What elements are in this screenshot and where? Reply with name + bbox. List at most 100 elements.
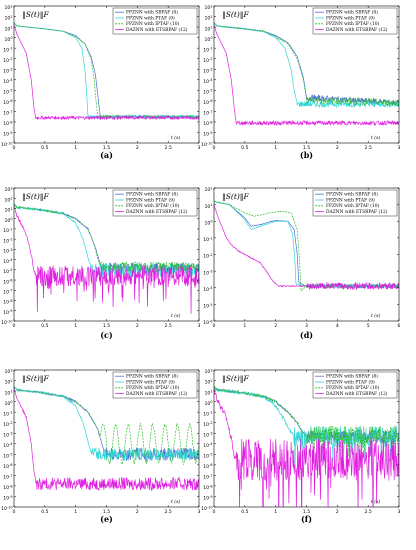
series-line-iptaf: [14, 386, 199, 465]
y-tick-label: 10-8: [203, 120, 212, 127]
legend-entry: FPZNN with PTAF (9): [126, 198, 175, 203]
y-tick-label: 103: [4, 186, 12, 193]
y-tick-label: 10-7: [3, 474, 12, 481]
panel-caption: (c): [100, 330, 113, 340]
x-tick-label: 2: [136, 323, 139, 329]
legend-entry: FPZNN with PTAF (9): [126, 380, 175, 385]
legend-entry: FPZNN with SBPAF (8): [326, 193, 378, 198]
y-tick-label: 10-8: [203, 484, 212, 491]
x-tick-label: 2.5: [165, 509, 172, 515]
panel-c: 0 0.5 1 1.5 2 2.5 3 103 102 101 100 10-1 10-2 10-3 10-…: [1, 186, 200, 340]
y-tick-label: 10-1: [3, 411, 12, 418]
y-tick-label: 10-4: [203, 442, 212, 449]
legend-entry: FPZNN with IPTAF (10): [126, 386, 180, 391]
series-group: [14, 22, 199, 121]
y-tick-label: 10-9: [3, 131, 12, 138]
y-tick-label: 103: [4, 368, 12, 375]
y-tick-label: 100: [4, 217, 12, 224]
legend: FPZNN with SBPAF (8)FPZNN with PTAF (9)F…: [112, 371, 198, 399]
y-tick-label: 10-7: [203, 110, 212, 117]
y-tick-label: 10-5: [203, 89, 212, 96]
series-line-iptaf: [14, 22, 199, 120]
y-tick-label: 10-10: [201, 505, 212, 512]
x-tick-label: 1: [74, 509, 77, 515]
y-tick-label: 10-4: [3, 258, 12, 265]
x-tick-label: 3: [305, 323, 308, 329]
y-tick-label: 10-3: [203, 432, 212, 439]
x-tick-label: 2: [136, 509, 139, 515]
y-tick-label: 100: [204, 400, 212, 407]
x-tick-label: 0: [13, 145, 16, 151]
y-tick-label: 10-3: [3, 68, 12, 75]
y-tick-label: 10-7: [3, 110, 12, 117]
x-tick-label: 1.5: [103, 323, 110, 329]
x-tick-label: 0.5: [41, 509, 48, 515]
x-tick-label: 1: [274, 145, 277, 151]
y-tick-label: 10-8: [3, 120, 12, 127]
series-line-iptaf: [214, 22, 399, 108]
panel-caption: (a): [100, 150, 113, 160]
y-tick-label: 10-1: [3, 47, 12, 54]
legend-entry: FPZNN with IPTAF (10): [126, 22, 180, 27]
legend-entry: FPZNN with PTAF (9): [326, 380, 375, 385]
x-tick-label: 2: [336, 145, 339, 151]
x-tick-label: 0: [213, 509, 216, 515]
series-line-etsbpaf: [14, 388, 199, 491]
y-tick-label: 10-6: [203, 463, 212, 470]
series-line-etsbpaf: [214, 389, 399, 507]
y-tick-label: 103: [204, 4, 212, 11]
x-tick-label: 0.5: [41, 323, 48, 329]
legend-entry: FPZNN with PTAF (9): [126, 16, 175, 21]
y-tick-label: 10-10: [1, 319, 12, 326]
y-tick-label: 101: [4, 389, 12, 396]
y-tick-label: 10-1: [203, 411, 212, 418]
legend-entry: FPZNN with IPTAF (10): [326, 204, 380, 209]
legend-entry: FPZNN with SBPAF (8): [326, 375, 378, 380]
y-tick-label: 10-1: [203, 236, 212, 243]
series-line-ptaf: [14, 386, 199, 461]
y-tick-label: 102: [204, 186, 212, 193]
norm-label: ‖S(t)‖F: [222, 374, 250, 383]
y-tick-label: 103: [4, 4, 12, 11]
y-tick-label: 100: [4, 400, 12, 407]
x-tick-label: 1.5: [303, 509, 310, 515]
y-tick-label: 10-2: [3, 57, 12, 64]
panel-a: 0 0.5 1 1.5 2 2.5 3 103 102 101 100 10-1 10-2 10-3 10-…: [1, 4, 200, 160]
panel-f: 0 0.5 1 1.5 2 2.5 3 103 102 101 100 10-1 10-2 10-3 10-…: [201, 368, 400, 524]
y-tick-label: 10-6: [203, 99, 212, 106]
y-tick-label: 10-4: [3, 78, 12, 85]
legend: FPZNN with SBPAF (8)FPZNN with PTAF (9)F…: [312, 371, 398, 399]
y-tick-label: 10-4: [203, 78, 212, 85]
y-tick-label: 10-2: [203, 57, 212, 64]
y-tick-label: 101: [4, 25, 12, 32]
y-tick-label: 10-2: [3, 421, 12, 428]
x-axis-label: t (s): [171, 498, 180, 505]
series-line-iptaf: [214, 200, 399, 292]
y-tick-label: 10-10: [201, 141, 212, 148]
y-tick-label: 102: [4, 15, 12, 22]
y-tick-label: 10-7: [203, 474, 212, 481]
y-tick-label: 102: [4, 379, 12, 386]
legend-entry: FPZNN with IPTAF (10): [126, 204, 180, 209]
x-tick-label: 2: [336, 509, 339, 515]
legend-entry: DAZNN with ETSBPAF (12): [126, 28, 188, 33]
y-tick-label: 102: [4, 197, 12, 204]
y-tick-label: 10-4: [3, 442, 12, 449]
x-tick-label: 3: [398, 145, 401, 151]
y-tick-label: 10-8: [3, 484, 12, 491]
legend-entry: DAZNN with ETSBPAF (12): [326, 210, 388, 215]
y-tick-label: 10-4: [203, 286, 212, 293]
y-tick-label: 10-1: [203, 47, 212, 54]
legend-entry: FPZNN with SBPAF (8): [126, 11, 178, 16]
legend: FPZNN with SBPAF (8)FPZNN with PTAF (9)F…: [112, 189, 198, 217]
y-tick-label: 10-6: [3, 278, 12, 285]
x-tick-label: 2.5: [165, 323, 172, 329]
series-line-etsbpaf: [14, 206, 199, 314]
y-tick-label: 10-5: [3, 268, 12, 275]
y-tick-label: 10-3: [203, 270, 212, 277]
norm-label: ‖S(t)‖F: [22, 10, 50, 19]
x-tick-label: 2.5: [365, 509, 372, 515]
legend-entry: FPZNN with PTAF (9): [326, 16, 375, 21]
panel-caption: (f): [301, 514, 312, 524]
x-tick-label: 0.5: [241, 145, 248, 151]
